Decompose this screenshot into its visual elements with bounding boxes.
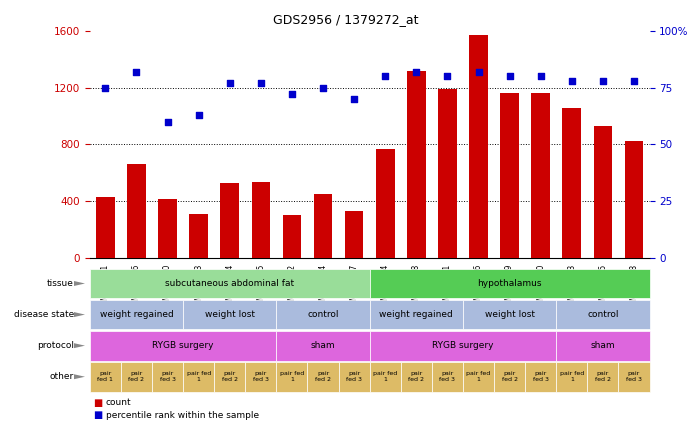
Text: percentile rank within the sample: percentile rank within the sample xyxy=(106,411,259,420)
Text: tissue: tissue xyxy=(47,279,74,288)
Text: pair fed
1: pair fed 1 xyxy=(466,371,491,382)
Bar xyxy=(252,182,270,258)
Text: subcutaneous abdominal fat: subcutaneous abdominal fat xyxy=(165,279,294,288)
Text: pair fed
1: pair fed 1 xyxy=(560,371,584,382)
Polygon shape xyxy=(74,312,85,317)
Text: ■: ■ xyxy=(93,410,102,420)
Point xyxy=(193,111,204,119)
Text: pair fed
1: pair fed 1 xyxy=(187,371,211,382)
Text: protocol: protocol xyxy=(37,341,74,350)
Bar xyxy=(531,93,550,258)
Text: sham: sham xyxy=(591,341,615,350)
Text: ■: ■ xyxy=(93,398,102,408)
Bar xyxy=(96,197,115,258)
Text: pair
fed 3: pair fed 3 xyxy=(160,371,176,382)
Text: pair fed
1: pair fed 1 xyxy=(373,371,397,382)
Bar xyxy=(407,71,426,258)
Polygon shape xyxy=(74,374,85,379)
Point xyxy=(255,79,266,87)
Point xyxy=(566,77,577,84)
Bar xyxy=(376,149,395,258)
Point xyxy=(442,73,453,80)
Bar xyxy=(158,199,177,258)
Bar xyxy=(314,194,332,258)
Text: pair
fed 3: pair fed 3 xyxy=(533,371,549,382)
Text: pair
fed 3: pair fed 3 xyxy=(626,371,642,382)
Text: disease state: disease state xyxy=(14,310,74,319)
Text: pair
fed 2: pair fed 2 xyxy=(222,371,238,382)
Text: RYGB surgery: RYGB surgery xyxy=(432,341,494,350)
Point xyxy=(286,91,297,98)
Point xyxy=(535,73,546,80)
Text: weight regained: weight regained xyxy=(379,310,453,319)
Text: sham: sham xyxy=(311,341,335,350)
Polygon shape xyxy=(74,281,85,286)
Bar xyxy=(500,93,519,258)
Text: hypothalamus: hypothalamus xyxy=(477,279,542,288)
Point xyxy=(100,84,111,91)
Point xyxy=(597,77,608,84)
Bar xyxy=(562,107,581,258)
Text: pair
fed 2: pair fed 2 xyxy=(129,371,144,382)
Bar xyxy=(594,126,612,258)
Bar xyxy=(189,214,208,258)
Text: pair fed
1: pair fed 1 xyxy=(280,371,304,382)
Text: pair
fed 3: pair fed 3 xyxy=(439,371,455,382)
Bar xyxy=(220,182,239,258)
Text: control: control xyxy=(587,310,618,319)
Point xyxy=(410,68,422,75)
Text: pair
fed 2: pair fed 2 xyxy=(595,371,611,382)
Text: pair
fed 1: pair fed 1 xyxy=(97,371,113,382)
Point xyxy=(131,68,142,75)
Point xyxy=(224,79,235,87)
Point xyxy=(379,73,390,80)
Text: pair
fed 3: pair fed 3 xyxy=(346,371,362,382)
Bar xyxy=(438,89,457,258)
Text: weight lost: weight lost xyxy=(205,310,255,319)
Point xyxy=(473,68,484,75)
Text: weight regained: weight regained xyxy=(100,310,173,319)
Text: pair
fed 2: pair fed 2 xyxy=(502,371,518,382)
Text: pair
fed 2: pair fed 2 xyxy=(408,371,424,382)
Polygon shape xyxy=(74,343,85,348)
Text: control: control xyxy=(307,310,339,319)
Text: count: count xyxy=(106,398,131,407)
Point xyxy=(504,73,515,80)
Text: other: other xyxy=(50,372,74,381)
Text: GDS2956 / 1379272_at: GDS2956 / 1379272_at xyxy=(273,13,418,26)
Point xyxy=(348,95,359,103)
Bar xyxy=(283,215,301,258)
Bar xyxy=(345,211,363,258)
Point xyxy=(162,118,173,125)
Point xyxy=(628,77,639,84)
Text: RYGB surgery: RYGB surgery xyxy=(152,341,214,350)
Bar xyxy=(625,142,643,258)
Text: pair
fed 3: pair fed 3 xyxy=(253,371,269,382)
Text: weight lost: weight lost xyxy=(484,310,535,319)
Bar xyxy=(469,36,488,258)
Bar xyxy=(127,164,146,258)
Point xyxy=(317,84,328,91)
Text: pair
fed 2: pair fed 2 xyxy=(315,371,331,382)
